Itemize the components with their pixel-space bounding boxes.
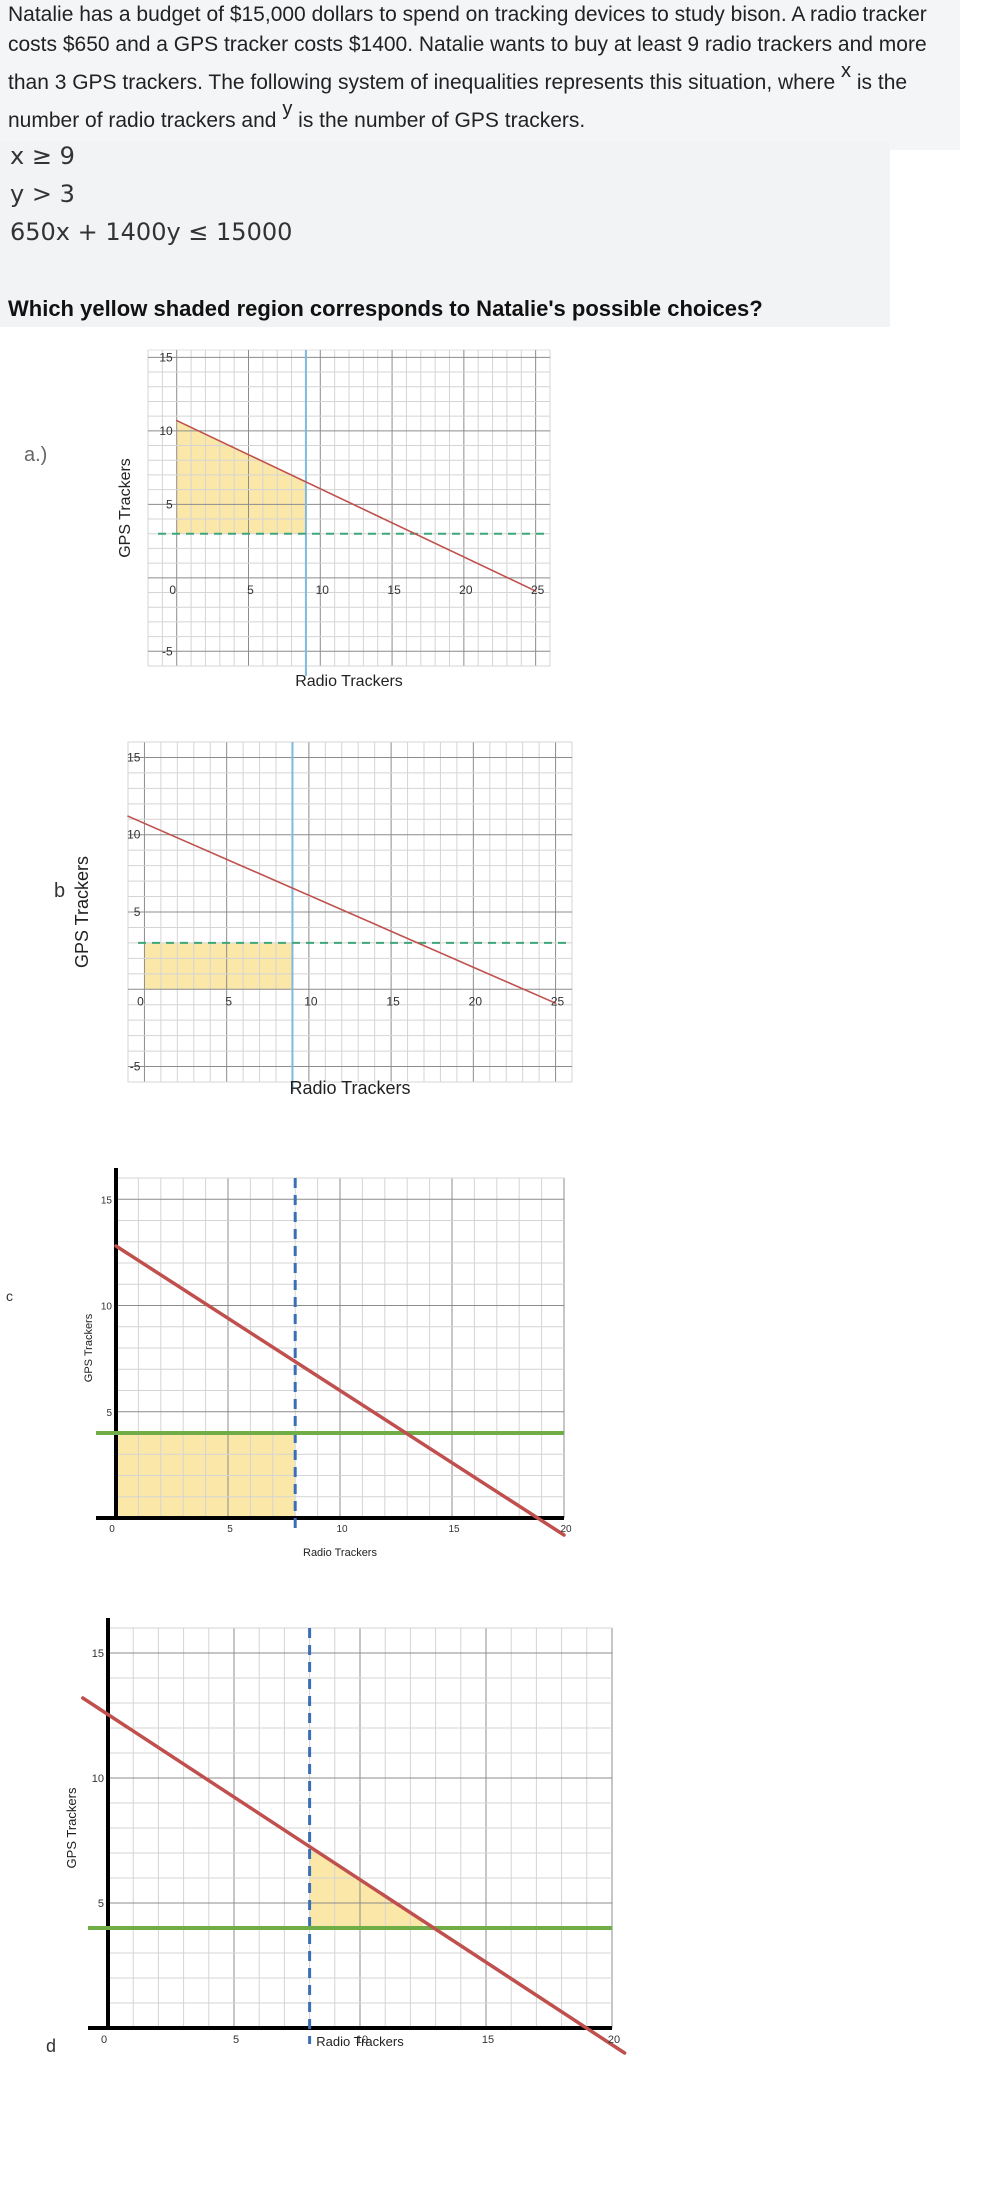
x-tick-label: 20 (459, 583, 473, 597)
problem-text: Natalie has a budget of $15,000 dollars … (0, 0, 960, 150)
y-tick-label: 5 (134, 905, 141, 919)
chart-option-c: 0 5 10 15 20 15 10 5 Radio Trackers GPS Trackers (83, 1168, 572, 1559)
option-label-b: b (54, 880, 66, 902)
x-tick-label: 25 (551, 994, 565, 1008)
var-x: x (841, 60, 852, 82)
x-tick-label: 0 (109, 1524, 115, 1535)
x-tick-label: 10 (304, 994, 318, 1008)
x-tick-label: 10 (336, 1524, 348, 1535)
x-tick-label: 5 (247, 583, 254, 597)
y-tick-label: 5 (166, 497, 173, 511)
y-tick-label: -5 (130, 1060, 141, 1074)
y-tick-label: 15 (92, 1648, 104, 1660)
x-tick-label: 15 (386, 994, 400, 1008)
x-tick-label: 25 (531, 583, 545, 597)
option-label-c: c (6, 1288, 13, 1304)
y-axis-label: GPS Trackers (117, 458, 134, 558)
x-tick-label: 20 (608, 2034, 620, 2046)
x-tick-label: 15 (387, 583, 401, 597)
y-tick-label: 15 (101, 1195, 113, 1206)
x-tick-label: 15 (482, 2034, 494, 2046)
budget-boundary-line (127, 815, 557, 1004)
y-tick-label: 10 (159, 424, 173, 438)
x-tick-label: 0 (137, 994, 144, 1008)
x-tick-label: 20 (560, 1524, 572, 1535)
y-tick-label: 15 (159, 350, 173, 364)
inequality-3: 650x + 1400y ≤ 15000 (10, 218, 293, 246)
shaded-region (144, 942, 293, 990)
question-text: Which yellow shaded region corresponds t… (8, 296, 763, 321)
inequality-2: y > 3 (10, 180, 75, 208)
inequality-system: x ≥ 9 y > 3 650x + 1400y ≤ 15000 (0, 142, 890, 327)
inequality-1: x ≥ 9 (10, 142, 75, 170)
problem-text-3: is the number of GPS trackers. (292, 109, 586, 132)
var-y: y (282, 98, 293, 120)
problem-text-1: Natalie has a budget of $15,000 dollars … (8, 3, 927, 94)
y-axis-label: GPS Trackers (64, 1787, 79, 1868)
x-tick-label: 20 (469, 994, 483, 1008)
x-axis-label: Radio Trackers (316, 2034, 404, 2049)
x-tick-label: 5 (233, 2034, 239, 2046)
option-label-d: d (46, 2036, 57, 2056)
x-tick-label: 0 (101, 2034, 107, 2046)
x-tick-label: 10 (356, 2034, 368, 2046)
y-tick-label: 5 (106, 1408, 112, 1419)
chart-option-b: 0 5 10 15 20 25 15 10 5 -5 Radio Trackers GPS Track… (72, 741, 573, 1098)
chart-option-d: 0 5 10 15 20 15 10 5 Radio Trackers GPS Trackers (64, 1618, 627, 2055)
y-tick-label: -5 (162, 644, 173, 658)
option-label-a: a.) (24, 444, 48, 466)
budget-boundary-line (175, 419, 537, 592)
x-axis-label: Radio Trackers (289, 1078, 410, 1098)
x-tick-label: 5 (225, 994, 232, 1008)
x-axis-label: Radio Trackers (303, 1547, 377, 1559)
x-tick-label: 15 (448, 1524, 460, 1535)
y-axis-label: GPS Trackers (83, 1313, 95, 1382)
x-tick-label: 5 (227, 1524, 233, 1535)
shaded-region (176, 420, 306, 534)
y-tick-label: 10 (92, 1773, 104, 1785)
budget-boundary-line (81, 1696, 627, 2055)
x-tick-label: 10 (316, 583, 330, 597)
chart-option-a: 0 5 10 15 20 25 15 10 5 -5 Radio Trackers GPS Track… (117, 349, 551, 690)
x-axis-label: Radio Trackers (295, 673, 403, 690)
y-tick-label: 10 (127, 828, 141, 842)
x-tick-label: 0 (169, 583, 176, 597)
y-tick-label: 5 (98, 1898, 104, 1910)
problem-text-2: is the number of radio trackers and (8, 71, 908, 132)
y-tick-label: 10 (101, 1302, 113, 1313)
y-axis-label: GPS Trackers (72, 856, 92, 968)
budget-boundary-line (114, 1244, 566, 1537)
y-tick-label: 15 (127, 750, 141, 764)
